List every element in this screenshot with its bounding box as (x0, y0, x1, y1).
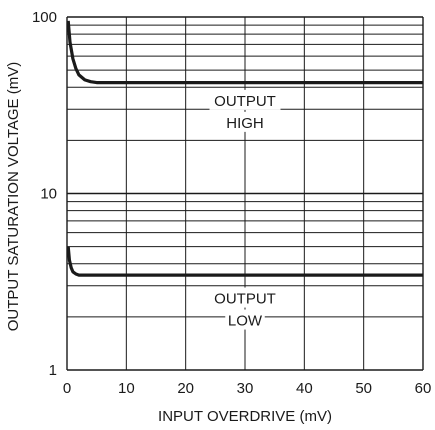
y-tick-label: 10 (40, 186, 57, 203)
series-line-1 (66, 20, 423, 85)
annotation-backing (209, 89, 281, 110)
y-tick-label: 1 (49, 362, 57, 379)
curves (66, 20, 423, 277)
y-axis-label: OUTPUT SATURATION VOLTAGE (mV) (5, 62, 22, 331)
series-line-2 (66, 246, 423, 277)
annotation-text: OUTPUT (214, 291, 276, 308)
annotation-backing (225, 309, 265, 330)
annotations: OUTPUT HIGH OUTPUT LOW (209, 89, 281, 330)
annotation-text: OUTPUT (214, 93, 276, 110)
grid (66, 16, 424, 371)
x-tick-label: 60 (415, 380, 432, 397)
y-tick-label: 100 (32, 9, 57, 26)
annotation-backing (220, 111, 270, 132)
x-tick-label: 10 (118, 380, 135, 397)
annotation-text: HIGH (226, 115, 264, 132)
annotation-1: OUTPUT HIGH (209, 89, 281, 132)
tick-labels: 0 10 20 30 40 50 60 1 10 100 (32, 9, 431, 397)
annotation-backing (209, 287, 281, 308)
x-tick-label: 50 (355, 380, 372, 397)
annotation-text: LOW (228, 313, 263, 330)
x-tick-label: 40 (296, 380, 313, 397)
x-axis-label: INPUT OVERDRIVE (mV) (158, 408, 332, 425)
x-tick-label: 30 (237, 380, 254, 397)
annotation-2: OUTPUT LOW (209, 287, 281, 330)
x-tick-label: 20 (177, 380, 194, 397)
x-tick-label: 0 (63, 380, 71, 397)
